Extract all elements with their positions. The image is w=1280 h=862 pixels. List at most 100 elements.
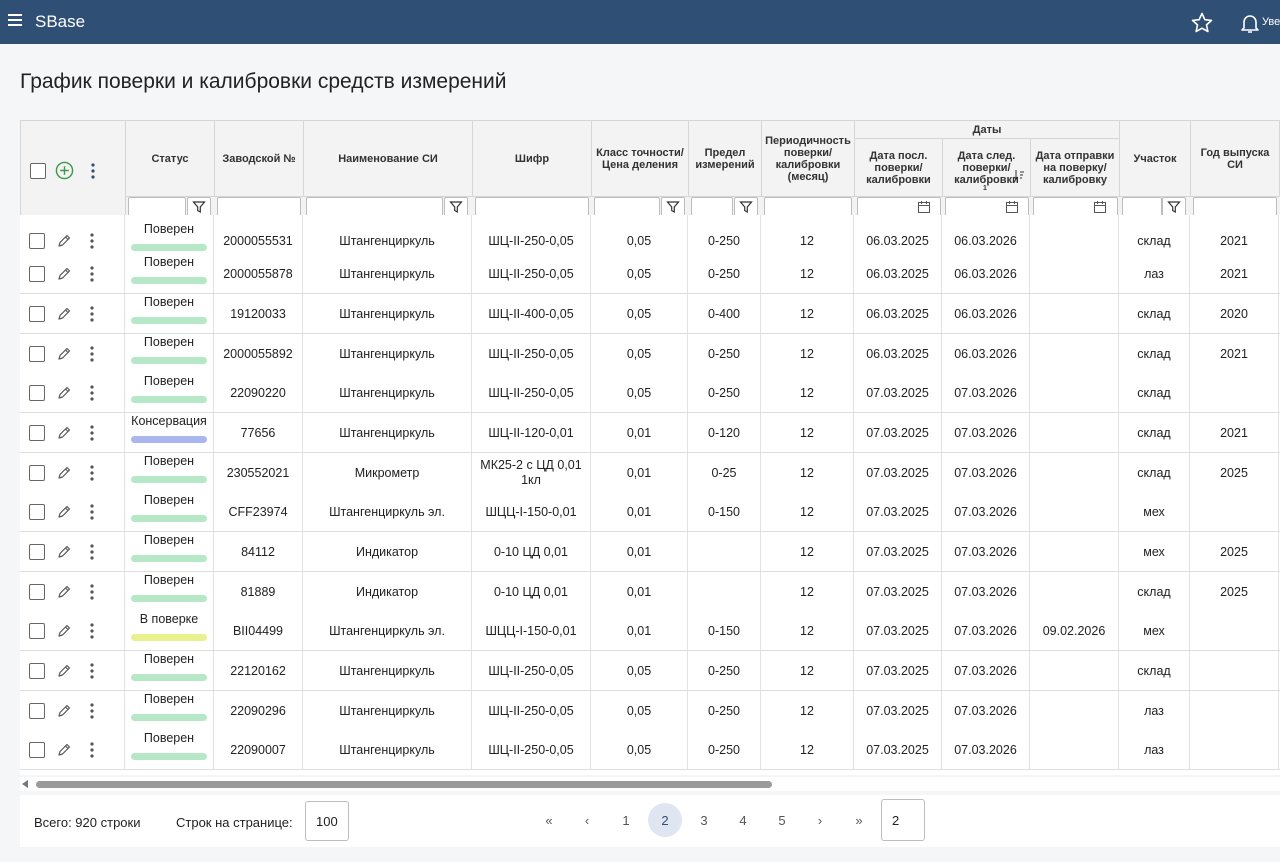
more-vertical-icon[interactable] (86, 305, 98, 323)
scroll-left-icon[interactable] (22, 780, 28, 788)
last-page-icon[interactable]: » (855, 812, 863, 828)
table-row[interactable]: Поверен 84112 Индикатор 0-10 ЦД 0,01 0,01 12 0… (20, 532, 1280, 572)
calendar-icon[interactable] (1092, 199, 1108, 215)
more-vertical-icon[interactable] (86, 232, 98, 250)
pencil-icon[interactable] (56, 544, 72, 560)
filter-icon[interactable] (661, 197, 685, 217)
next-page-icon[interactable]: › (817, 812, 823, 828)
row-checkbox[interactable] (29, 663, 45, 679)
filter-period-input[interactable] (764, 197, 852, 217)
page-button[interactable]: 4 (739, 812, 747, 828)
table-row[interactable]: Поверен 2000055531 Штангенциркуль ШЦ-II-250… (20, 215, 1280, 255)
row-checkbox[interactable] (29, 623, 45, 639)
row-checkbox[interactable] (29, 742, 45, 758)
pencil-icon[interactable] (56, 233, 72, 249)
header-year[interactable]: Год выпуска СИ (1191, 121, 1280, 197)
menu-icon[interactable] (8, 14, 22, 26)
pencil-icon[interactable] (56, 385, 72, 401)
scrollbar-thumb[interactable] (36, 781, 772, 788)
filter-icon[interactable] (444, 197, 468, 217)
more-vertical-icon[interactable] (86, 424, 98, 442)
header-serial[interactable]: Заводской № (215, 121, 304, 197)
more-vertical-icon[interactable] (86, 741, 98, 759)
pencil-icon[interactable] (56, 465, 72, 481)
more-vertical-icon[interactable] (86, 265, 98, 283)
calendar-icon[interactable] (916, 199, 932, 215)
filter-serial-input[interactable] (217, 197, 301, 217)
header-name[interactable]: Наименование СИ (304, 121, 473, 197)
filter-icon[interactable] (734, 197, 758, 217)
row-checkbox[interactable] (29, 584, 45, 600)
row-checkbox[interactable] (29, 266, 45, 282)
table-row[interactable]: Поверен 2000055892 Штангенциркуль ШЦ-II-250… (20, 334, 1280, 374)
header-last-date[interactable]: Дата посл. поверки/ калибровки (855, 139, 943, 197)
header-range[interactable]: Предел измерений (689, 121, 762, 197)
pencil-icon[interactable] (56, 663, 72, 679)
row-checkbox[interactable] (29, 465, 45, 481)
more-vertical-icon[interactable] (86, 702, 98, 720)
row-checkbox[interactable] (29, 425, 45, 441)
goto-page-input[interactable]: 2 (881, 799, 925, 841)
bell-icon[interactable] (1238, 11, 1262, 35)
filter-site-input[interactable] (1122, 197, 1162, 217)
table-row[interactable]: Поверен 22120162 Штангенциркуль ШЦ-II-250-0… (20, 651, 1280, 691)
pencil-icon[interactable] (56, 623, 72, 639)
header-code[interactable]: Шифр (473, 121, 592, 197)
filter-accuracy-input[interactable] (594, 197, 660, 217)
more-vertical-icon[interactable] (86, 464, 98, 482)
table-row[interactable]: Поверен 2000055878 Штангенциркуль ШЦ-II-250… (20, 254, 1280, 294)
calendar-icon[interactable] (1004, 199, 1020, 215)
table-row[interactable]: Поверен 81889 Индикатор 0-10 ЦД 0,01 0,01 12 0… (20, 572, 1280, 612)
page-button[interactable]: 2 (648, 803, 682, 837)
page-button[interactable]: 5 (778, 812, 786, 828)
filter-status-input[interactable] (128, 197, 186, 217)
more-vertical-icon[interactable] (86, 622, 98, 640)
header-status[interactable]: Статус (126, 121, 215, 197)
table-row[interactable]: Поверен 22090220 Штангенциркуль ШЦ-II-250-0… (20, 373, 1280, 413)
pencil-icon[interactable] (56, 306, 72, 322)
row-checkbox[interactable] (29, 544, 45, 560)
row-checkbox[interactable] (29, 504, 45, 520)
row-checkbox[interactable] (29, 306, 45, 322)
pencil-icon[interactable] (56, 504, 72, 520)
header-sent-date[interactable]: Дата отправки на поверку/ калибровку (1031, 139, 1120, 197)
pencil-icon[interactable] (56, 742, 72, 758)
first-page-icon[interactable]: « (545, 812, 553, 828)
pencil-icon[interactable] (56, 266, 72, 282)
filter-range-input[interactable] (691, 197, 733, 217)
pencil-icon[interactable] (56, 584, 72, 600)
app-title[interactable]: SBase (35, 12, 86, 31)
more-vertical-icon[interactable] (86, 503, 98, 521)
table-row[interactable]: Консервация 77656 Штангенциркуль ШЦ-II-120-… (20, 413, 1280, 453)
table-row[interactable]: Поверен 230552021 Микрометр МК25-2 с ЦД 0,0… (20, 453, 1280, 493)
add-circle-icon[interactable] (55, 161, 74, 180)
filter-name-input[interactable] (306, 197, 443, 217)
header-period[interactable]: Периодичность поверки/ калибровки (месяц… (762, 121, 855, 197)
sort-desc-icon[interactable] (1013, 169, 1025, 181)
table-row[interactable]: Поверен 22090296 Штангенциркуль ШЦ-II-250-0… (20, 691, 1280, 731)
row-checkbox[interactable] (29, 233, 45, 249)
more-vertical-icon[interactable] (86, 543, 98, 561)
more-vertical-icon[interactable] (86, 384, 98, 402)
row-checkbox[interactable] (29, 385, 45, 401)
page-button[interactable]: 3 (700, 812, 708, 828)
table-row[interactable]: Поверен 19120033 Штангенциркуль ШЦ-II-400-0… (20, 294, 1280, 334)
header-accuracy[interactable]: Класс точности/ Цена деления (592, 121, 689, 197)
header-site[interactable]: Участок (1120, 121, 1191, 197)
header-next-date[interactable]: Дата след. поверки/ калибровки 1 (943, 139, 1031, 197)
rows-per-page-input[interactable]: 100 (305, 801, 349, 841)
row-checkbox[interactable] (29, 703, 45, 719)
table-row[interactable]: В поверке BII04499 Штангенциркуль эл. ШЦЦ-I… (20, 611, 1280, 651)
pencil-icon[interactable] (56, 703, 72, 719)
table-row[interactable]: Поверен CFF23974 Штангенциркуль эл. ШЦЦ-I-1… (20, 492, 1280, 532)
table-row[interactable]: Поверен 22090007 Штангенциркуль ШЦ-II-250-0… (20, 730, 1280, 770)
page-button[interactable]: 1 (622, 812, 630, 828)
more-vertical-icon[interactable] (86, 662, 98, 680)
more-vertical-icon[interactable] (86, 583, 98, 601)
row-checkbox[interactable] (29, 346, 45, 362)
filter-icon[interactable] (1162, 197, 1186, 217)
filter-year-input[interactable] (1193, 197, 1277, 217)
filter-icon[interactable] (187, 197, 211, 217)
prev-page-icon[interactable]: ‹ (584, 812, 590, 828)
notifications-label[interactable]: Уве (1262, 16, 1280, 28)
